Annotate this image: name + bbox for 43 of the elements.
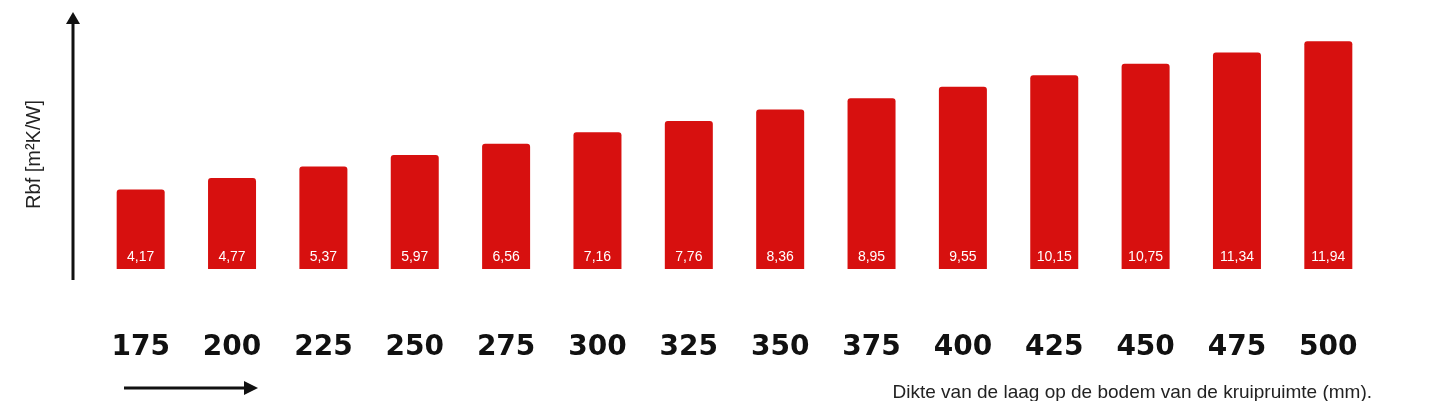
data-label: 5,97	[401, 248, 429, 264]
bar	[938, 86, 987, 269]
bar	[1030, 75, 1079, 269]
x-tick-label: 325	[659, 328, 719, 362]
x-tick-label: 375	[842, 328, 901, 362]
bar	[482, 143, 531, 269]
data-label: 11,34	[1219, 248, 1255, 264]
bar	[299, 166, 348, 269]
data-label: 8,95	[857, 248, 886, 264]
data-label: 6,56	[492, 248, 520, 264]
bar	[756, 109, 805, 269]
x-tick-label: 175	[111, 328, 170, 362]
data-label: 5,37	[309, 248, 338, 264]
data-label: 11,94	[1311, 248, 1346, 264]
data-label: 7,76	[675, 248, 703, 264]
bar	[116, 189, 165, 269]
x-tick-label: 500	[1299, 328, 1358, 362]
bar	[1121, 63, 1170, 269]
bar	[664, 120, 713, 269]
x-tick-label: 200	[202, 328, 262, 362]
x-tick-label: 250	[385, 328, 444, 362]
x-tick-label: 450	[1116, 328, 1175, 362]
data-label: 8,36	[766, 248, 795, 264]
data-label: 10,15	[1036, 248, 1072, 264]
bar	[390, 155, 439, 269]
bar	[1304, 41, 1353, 269]
x-tick-label: 300	[568, 328, 627, 362]
x-tick-label: 425	[1025, 328, 1084, 362]
bar	[1212, 52, 1261, 269]
y-axis-title: Rbf [m²K/W]	[22, 100, 44, 209]
x-tick-label: 225	[294, 328, 353, 362]
data-label: 4,17	[127, 248, 155, 264]
data-label: 4,77	[218, 248, 246, 264]
bar	[208, 177, 257, 269]
x-tick-label: 275	[476, 328, 536, 362]
x-tick-label: 350	[750, 328, 810, 362]
x-tick-label: 400	[933, 328, 993, 362]
data-label: 7,16	[583, 248, 612, 264]
bar	[573, 132, 622, 269]
x-tick-label: 475	[1207, 328, 1267, 362]
data-label: 10,75	[1128, 248, 1164, 264]
data-label: 9,55	[949, 248, 977, 264]
bar	[847, 98, 896, 269]
